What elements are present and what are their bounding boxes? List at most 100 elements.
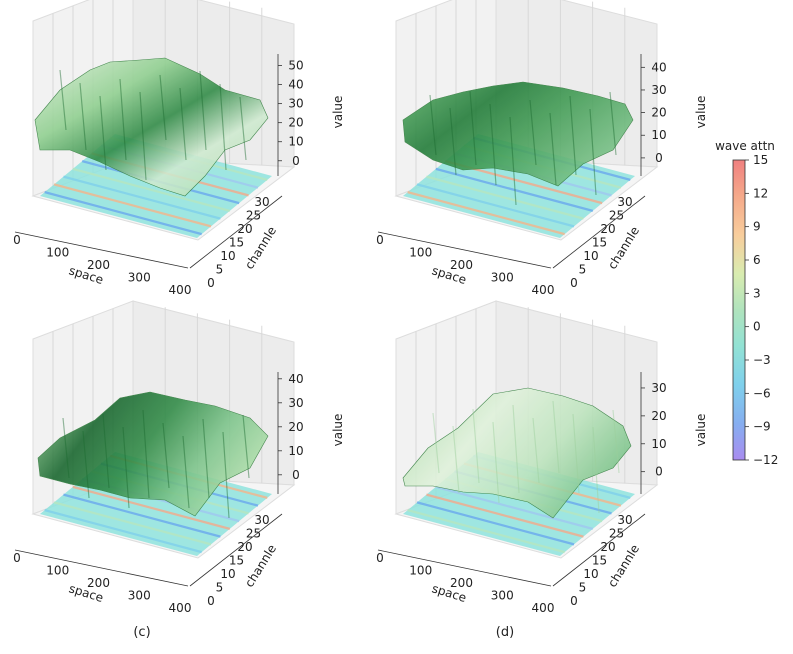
y-tick-label: 5 [579,263,587,277]
y-tick-label: 15 [229,236,244,250]
x-tick-label: 200 [450,576,473,590]
y-tick-label: 30 [617,195,632,209]
x-tick-label: 300 [128,271,151,285]
colorbar-tick-label: −12 [753,453,778,467]
z-tick-label: 20 [288,116,303,130]
y-tick-label: 10 [220,249,235,263]
colorbar-tick-label: 3 [753,286,761,300]
z-tick-label: 10 [288,135,303,149]
panel-label: (d) [496,625,514,640]
z-tick-label: 10 [651,437,666,451]
x-tick-label: 400 [169,601,192,615]
surface-ridges [429,90,617,206]
y-tick-label: 30 [254,513,269,527]
z-tick-label: 10 [651,128,666,142]
x-tick-label: 0 [376,551,384,565]
z-tick-label: 30 [651,381,666,395]
y-tick-label: 10 [220,567,235,581]
z-axis-label: value [331,96,345,129]
colorbar-tick-label: −9 [753,420,771,434]
z-axis-label: value [694,96,708,129]
x-tick-label: 200 [450,258,473,272]
x-axis-line [14,231,189,269]
colorbar-tick-label: 6 [753,253,761,267]
x-tick-label: 400 [532,283,555,297]
colorbar-tick-label: 15 [753,153,768,167]
x-tick-label: 300 [491,589,514,603]
value-surface [402,81,634,187]
x-tick-label: 200 [87,258,110,272]
surface-ridges [62,409,250,519]
x-tick-label: 100 [46,246,69,260]
y-tick-label: 15 [592,236,607,250]
colorbar-tick-label: −3 [753,353,771,367]
z-tick-label: 40 [288,78,303,92]
colorbar-tick-label: −6 [753,386,771,400]
y-tick-label: 25 [246,209,261,223]
x-axis-line [377,549,552,587]
y-tick-label: 5 [216,581,224,595]
y-tick-label: 0 [207,594,215,608]
y-tick-label: 15 [592,554,607,568]
z-tick-label: 20 [651,409,666,423]
colorbar-tick-label: 0 [753,320,761,334]
z-tick-label: 0 [655,465,663,479]
z-tick-label: 0 [292,468,300,482]
value-surface [34,57,269,197]
y-tick-label: 10 [583,249,598,263]
x-tick-label: 100 [409,246,432,260]
z-tick-label: 30 [288,396,303,410]
z-tick-label: 30 [651,83,666,97]
y-tick-label: 30 [617,513,632,527]
z-tick-label: 30 [288,97,303,111]
x-axis-line [377,231,552,269]
x-tick-label: 300 [491,271,514,285]
colorbar-gradient [732,159,746,461]
z-tick-label: 40 [288,372,303,386]
y-tick-label: 30 [254,195,269,209]
y-tick-label: 0 [570,594,578,608]
z-tick-label: 20 [288,420,303,434]
y-tick-label: 15 [229,554,244,568]
x-tick-label: 400 [169,283,192,297]
z-tick-label: 20 [651,106,666,120]
x-tick-label: 0 [13,233,21,247]
x-axis-line [14,549,189,587]
z-tick-label: 0 [655,151,663,165]
x-tick-label: 0 [13,551,21,565]
x-tick-label: 0 [376,233,384,247]
y-tick-label: 25 [609,527,624,541]
y-axis-line [189,195,283,269]
y-axis-line [189,513,283,587]
x-tick-label: 200 [87,576,110,590]
value-surface [37,391,269,517]
y-tick-label: 20 [237,222,252,236]
z-tick-label: 40 [651,60,666,74]
y-tick-label: 0 [207,276,215,290]
x-tick-label: 300 [128,589,151,603]
z-axis-label: value [331,414,345,447]
x-tick-label: 400 [532,601,555,615]
z-axis-label: value [694,414,708,447]
y-axis-line [552,195,646,269]
value-surface [402,387,632,519]
z-tick-label: 10 [288,444,303,458]
y-tick-label: 10 [583,567,598,581]
y-tick-label: 5 [579,581,587,595]
surface-ridges [432,400,620,514]
x-tick-label: 100 [409,564,432,578]
y-tick-label: 20 [600,540,615,554]
panel-label: (c) [133,625,150,640]
colorbar-title: wave attn [715,139,775,153]
y-tick-label: 5 [216,263,224,277]
y-tick-label: 0 [570,276,578,290]
colorbar-tick-label: 12 [753,186,768,200]
z-tick-label: 50 [288,59,303,73]
y-tick-label: 20 [600,222,615,236]
